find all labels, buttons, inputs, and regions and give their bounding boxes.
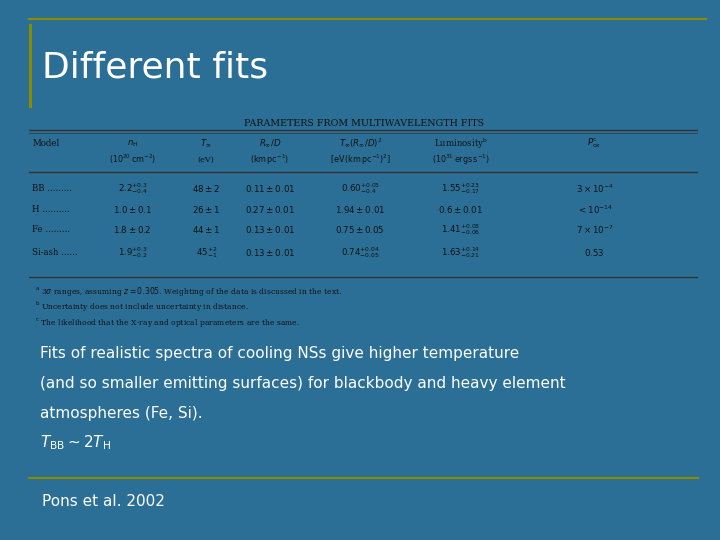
Text: Pons et al. 2002: Pons et al. 2002 <box>42 494 165 509</box>
Text: $^{\rm b}$ Uncertainty does not include uncertainty in distance.: $^{\rm b}$ Uncertainty does not include … <box>35 300 249 314</box>
Text: Different fits: Different fits <box>42 51 268 84</box>
Text: $P_{\rm ox}^{\rm c}$: $P_{\rm ox}^{\rm c}$ <box>588 137 602 150</box>
Text: $n_{\rm H}$: $n_{\rm H}$ <box>127 138 138 149</box>
Text: $0.60^{+0.05}_{-0.4}$: $0.60^{+0.05}_{-0.4}$ <box>341 181 380 197</box>
Text: $7 \times 10^{-7}$: $7 \times 10^{-7}$ <box>576 224 613 236</box>
Text: $0.74^{+0.04}_{-0.05}$: $0.74^{+0.04}_{-0.05}$ <box>341 245 379 260</box>
Text: $(10^{20}\,{\rm cm}^{-2})$: $(10^{20}\,{\rm cm}^{-2})$ <box>109 153 156 166</box>
Text: $1.94 \pm 0.01$: $1.94 \pm 0.01$ <box>335 204 385 215</box>
Text: $44 \pm 1$: $44 \pm 1$ <box>192 224 220 235</box>
Text: $^{\rm c}$ The likelihood that the X-ray and optical parameters are the same.: $^{\rm c}$ The likelihood that the X-ray… <box>35 316 300 329</box>
Text: $(10^{31}\,{\rm ergs\,s}^{-1})$: $(10^{31}\,{\rm ergs\,s}^{-1})$ <box>432 152 490 167</box>
Text: $1.8 \pm 0.2$: $1.8 \pm 0.2$ <box>113 224 152 235</box>
Text: PARAMETERS FROM MULTIWAVELENGTH FITS: PARAMETERS FROM MULTIWAVELENGTH FITS <box>243 119 484 127</box>
Text: $^{\rm a}$ 3$\sigma$ ranges, assuming $z = 0.305$. Weighting of the data is disc: $^{\rm a}$ 3$\sigma$ ranges, assuming $z… <box>35 285 343 298</box>
Text: Fe .........: Fe ......... <box>32 225 71 234</box>
Text: $1.9^{+0.3}_{-0.2}$: $1.9^{+0.3}_{-0.2}$ <box>117 245 148 260</box>
Text: Luminosity$^{\rm b}$: Luminosity$^{\rm b}$ <box>433 137 487 151</box>
Text: (eV): (eV) <box>198 156 215 164</box>
Text: $[{\rm eV}\,(\rm km\,pc^{-1})^2]$: $[{\rm eV}\,(\rm km\,pc^{-1})^2]$ <box>330 152 391 167</box>
Text: $1.63^{+0.14}_{-0.21}$: $1.63^{+0.14}_{-0.21}$ <box>441 245 480 260</box>
Text: (and so smaller emitting surfaces) for blackbody and heavy element: (and so smaller emitting surfaces) for b… <box>40 376 565 391</box>
Text: $3 \times 10^{-4}$: $3 \times 10^{-4}$ <box>576 183 613 195</box>
Text: $0.53$: $0.53$ <box>585 247 605 258</box>
Text: $0.11 \pm 0.01$: $0.11 \pm 0.01$ <box>245 184 295 194</box>
Text: $T_\infty(R_\infty/D)^2$: $T_\infty(R_\infty/D)^2$ <box>338 137 382 150</box>
Text: $0.75 \pm 0.05$: $0.75 \pm 0.05$ <box>336 224 385 235</box>
Text: $(\rm km\,pc^{-1})$: $(\rm km\,pc^{-1})$ <box>251 152 289 167</box>
Text: Fits of realistic spectra of cooling NSs give higher temperature: Fits of realistic spectra of cooling NSs… <box>40 346 519 361</box>
Text: $0.27 \pm 0.01$: $0.27 \pm 0.01$ <box>245 204 294 215</box>
Text: $45^{+2}_{-1}$: $45^{+2}_{-1}$ <box>196 245 217 260</box>
Text: $1.41^{+0.08}_{-0.06}$: $1.41^{+0.08}_{-0.06}$ <box>441 222 480 237</box>
Text: atmospheres (Fe, Si).: atmospheres (Fe, Si). <box>40 406 202 421</box>
Text: $48 \pm 2$: $48 \pm 2$ <box>192 184 220 194</box>
Text: H ..........: H .......... <box>32 205 70 214</box>
Text: Model: Model <box>32 139 59 148</box>
Text: $T_{\rm BB}\sim2T_{\rm H}$: $T_{\rm BB}\sim2T_{\rm H}$ <box>40 434 111 452</box>
Text: $<10^{-14}$: $<10^{-14}$ <box>577 203 613 215</box>
Text: $0.13 \pm 0.01$: $0.13 \pm 0.01$ <box>245 224 295 235</box>
Text: $0.13 \pm 0.01$: $0.13 \pm 0.01$ <box>245 247 295 258</box>
Text: Si-ash ......: Si-ash ...... <box>32 248 78 257</box>
Text: $26 \pm 1$: $26 \pm 1$ <box>192 204 220 215</box>
Text: $R_\infty/D$: $R_\infty/D$ <box>258 138 281 150</box>
Text: BB .........: BB ......... <box>32 185 72 193</box>
Text: $0.6 \pm 0.01$: $0.6 \pm 0.01$ <box>438 204 483 215</box>
Text: $T_\infty$: $T_\infty$ <box>200 138 212 150</box>
Text: $2.2^{+0.3}_{-0.4}$: $2.2^{+0.3}_{-0.4}$ <box>117 181 148 197</box>
Text: $1.0 \pm 0.1$: $1.0 \pm 0.1$ <box>113 204 152 215</box>
Text: $1.55^{+0.23}_{-0.17}$: $1.55^{+0.23}_{-0.17}$ <box>441 181 480 197</box>
